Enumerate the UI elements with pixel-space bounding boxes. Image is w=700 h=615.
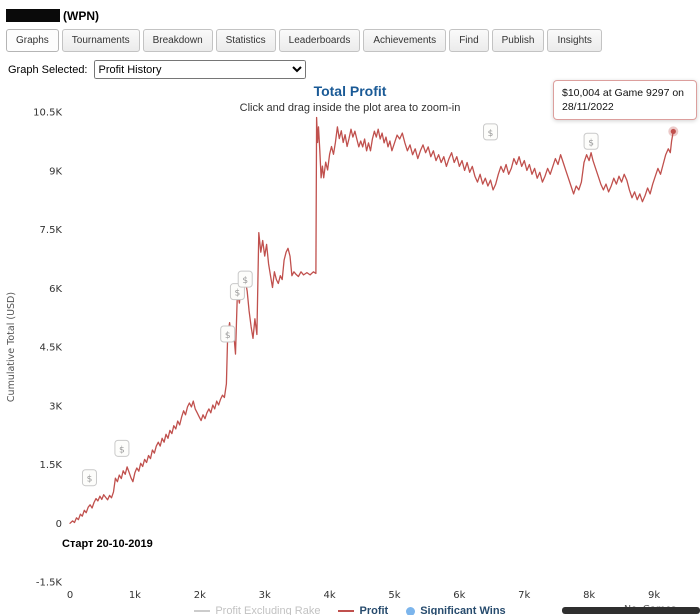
graph-type-select[interactable]: Profit History	[93, 60, 306, 79]
tab-tournaments[interactable]: Tournaments	[61, 29, 140, 52]
svg-text:5k: 5k	[388, 590, 400, 601]
legend-significant-wins[interactable]: Significant Wins	[406, 605, 506, 615]
svg-text:6k: 6k	[453, 590, 465, 601]
gray-line-icon	[194, 610, 211, 612]
svg-text:7k: 7k	[518, 590, 530, 601]
tab-find[interactable]: Find	[449, 29, 489, 52]
svg-text:1k: 1k	[129, 590, 141, 601]
svg-text:$: $	[242, 276, 248, 286]
svg-text:0: 0	[67, 590, 73, 601]
svg-text:$: $	[225, 331, 231, 341]
svg-text:1.5K: 1.5K	[40, 460, 63, 471]
svg-text:$: $	[588, 138, 594, 148]
horizontal-scrollbar-thumb[interactable]	[562, 607, 700, 614]
legend-label-profit-excluding-rake: Profit Excluding Rake	[215, 605, 321, 615]
point-tooltip: $10,004 at Game 9297 on 28/11/2022	[553, 80, 697, 121]
svg-text:$: $	[488, 129, 494, 139]
chart-legend: Profit Excluding Rake Profit Significant…	[0, 605, 700, 615]
tab-bar: Graphs Tournaments Breakdown Statistics …	[0, 29, 700, 52]
redacted-username	[6, 9, 60, 23]
tooltip-line1: $10,004 at Game 9297 on	[562, 87, 685, 99]
svg-text:9k: 9k	[648, 590, 660, 601]
tab-breakdown[interactable]: Breakdown	[142, 29, 213, 52]
svg-text:3k: 3k	[259, 590, 271, 601]
svg-text:Cumulative Total (USD): Cumulative Total (USD)	[6, 292, 17, 402]
svg-text:$: $	[235, 289, 241, 299]
tab-publish[interactable]: Publish	[491, 29, 545, 52]
tab-leaderboards[interactable]: Leaderboards	[278, 29, 361, 52]
legend-label-significant-wins: Significant Wins	[420, 605, 506, 615]
svg-text:6K: 6K	[49, 284, 62, 295]
svg-text:-1.5K: -1.5K	[36, 578, 63, 589]
profit-chart-plot-area[interactable]: -1.5K 0 1.5K 3K 4.5K 6K 7.5K 9K 10.5K 0 1k 2k 3k 4k 5k…	[0, 80, 700, 615]
svg-text:0: 0	[56, 519, 62, 530]
svg-text:10.5K: 10.5K	[33, 108, 62, 119]
blue-dot-icon	[406, 606, 416, 615]
legend-profit-excluding-rake[interactable]: Profit Excluding Rake	[194, 605, 320, 615]
svg-text:2k: 2k	[194, 590, 206, 601]
svg-text:9K: 9K	[49, 166, 62, 177]
profit-chart: Total Profit Click and drag inside the p…	[0, 80, 700, 615]
legend-profit[interactable]: Profit	[338, 605, 388, 615]
graph-selector-row: Graph Selected: Profit History	[8, 60, 700, 79]
svg-text:8k: 8k	[583, 590, 595, 601]
tab-statistics[interactable]: Statistics	[215, 29, 276, 52]
graph-selector-label: Graph Selected:	[8, 63, 88, 76]
svg-text:3K: 3K	[49, 401, 62, 412]
svg-text:4.5K: 4.5K	[40, 343, 63, 354]
svg-text:7.5K: 7.5K	[40, 225, 63, 236]
network-label: (WPN)	[63, 8, 99, 23]
red-line-icon	[338, 610, 355, 612]
svg-text:4k: 4k	[323, 590, 335, 601]
tooltip-line2: 28/11/2022	[562, 101, 614, 114]
legend-label-profit: Profit	[359, 605, 389, 615]
tab-insights[interactable]: Insights	[547, 29, 602, 52]
svg-text:$: $	[87, 475, 93, 485]
svg-text:$: $	[119, 445, 125, 455]
player-header: (WPN)	[0, 0, 700, 25]
tab-graphs[interactable]: Graphs	[6, 29, 59, 52]
tab-achievements[interactable]: Achievements	[363, 29, 447, 52]
